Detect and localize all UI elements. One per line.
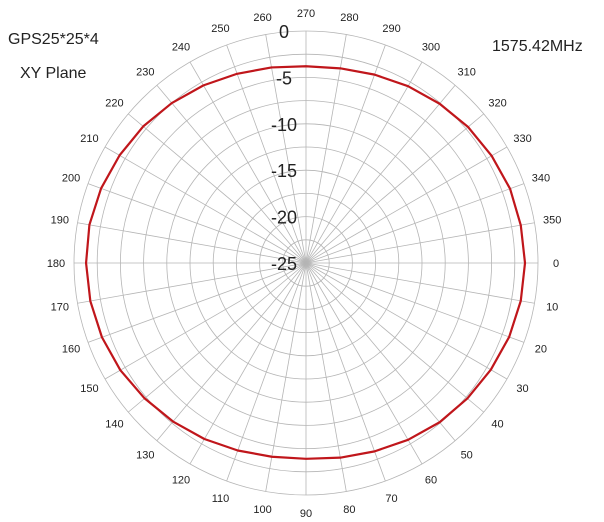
angle-tick-label: 240 xyxy=(172,41,190,53)
radial-tick-label: -25 xyxy=(271,254,297,274)
grid-spoke xyxy=(305,113,484,264)
angle-tick-label: 310 xyxy=(458,66,476,78)
radial-tick-label: -15 xyxy=(271,161,297,181)
grid-spoke xyxy=(305,262,386,482)
radial-tick-labels: 0 -5 -10 -15 -20 -25 xyxy=(271,22,297,274)
plane-label: XY Plane xyxy=(20,65,87,82)
grid-spoke xyxy=(104,262,307,380)
angle-tick-label: 200 xyxy=(62,172,80,184)
angle-tick-label: 260 xyxy=(253,12,271,24)
grid-spoke xyxy=(305,222,535,264)
angle-tick-label: 90 xyxy=(300,508,312,520)
grid-spoke xyxy=(77,222,307,264)
angle-tick-label: 100 xyxy=(253,504,271,516)
radial-tick-label: -10 xyxy=(271,115,297,135)
angle-tick-label: 350 xyxy=(543,215,561,227)
grid-spoke xyxy=(189,61,307,264)
grid-spoke xyxy=(305,262,525,343)
grid-spoke xyxy=(226,262,307,482)
angle-tick-label: 140 xyxy=(105,419,123,431)
angle-tick-label: 190 xyxy=(51,215,69,227)
grid-spoke xyxy=(87,262,307,343)
series-layer xyxy=(84,65,527,460)
angle-tick-label: 280 xyxy=(340,12,358,24)
angle-tick-label: 220 xyxy=(105,97,123,109)
grid-spoke xyxy=(265,262,307,492)
angle-tick-label: 110 xyxy=(212,493,230,505)
angle-tick-label: 160 xyxy=(62,344,80,356)
grid-spoke xyxy=(87,183,307,264)
grid-spoke xyxy=(305,146,508,264)
grid-spoke xyxy=(77,262,307,304)
angle-tick-label: 250 xyxy=(211,23,229,35)
polar-grid xyxy=(73,30,539,496)
grid-spoke xyxy=(305,262,508,380)
grid-spoke xyxy=(226,44,307,264)
angle-tick-label: 150 xyxy=(80,383,98,395)
grid-spoke xyxy=(305,44,386,264)
grid-spoke xyxy=(156,262,307,441)
series-line xyxy=(84,65,527,460)
angle-tick-label: 80 xyxy=(343,504,355,516)
angle-tick-label: 50 xyxy=(461,450,473,462)
angle-tick-label: 170 xyxy=(51,301,69,313)
grid-spoke xyxy=(305,85,456,264)
grid-spoke xyxy=(305,262,347,492)
grid-spoke xyxy=(265,34,307,264)
grid-spoke xyxy=(305,262,484,413)
angle-tick-label: 320 xyxy=(488,97,506,109)
angle-tick-label: 30 xyxy=(516,383,528,395)
grid-spoke xyxy=(305,262,535,304)
angle-tick-label: 130 xyxy=(136,450,154,462)
grid-spoke xyxy=(128,113,307,264)
angle-tick-label: 290 xyxy=(382,23,400,35)
angle-tick-label: 230 xyxy=(136,66,154,78)
angle-tick-label: 0 xyxy=(553,258,559,270)
frequency-label: 1575.42MHz xyxy=(492,38,583,55)
angle-tick-label: 120 xyxy=(172,475,190,487)
grid-spoke xyxy=(104,146,307,264)
angle-tick-label: 40 xyxy=(491,419,503,431)
grid-spoke xyxy=(128,262,307,413)
radial-tick-label: -20 xyxy=(271,208,297,228)
angle-tick-label: 300 xyxy=(422,41,440,53)
angle-tick-label: 10 xyxy=(546,301,558,313)
angle-tick-label: 330 xyxy=(513,133,531,145)
grid-spoke xyxy=(189,262,307,465)
angle-tick-label: 180 xyxy=(47,258,65,270)
angle-tick-label: 210 xyxy=(80,133,98,145)
grid-spoke xyxy=(305,61,423,264)
grid-spoke xyxy=(305,262,423,465)
grid-spoke xyxy=(305,34,347,264)
angle-tick-labels: 0 10 20 30 40 50 60 70 80 90 100 110 120 130 140 150 160… xyxy=(47,8,562,520)
angle-tick-label: 340 xyxy=(532,172,550,184)
radial-tick-label: 0 xyxy=(279,22,289,42)
grid-spoke xyxy=(305,262,456,441)
angle-tick-label: 270 xyxy=(297,8,315,20)
grid-spoke xyxy=(156,85,307,264)
angle-tick-label: 60 xyxy=(425,475,437,487)
angle-tick-label: 70 xyxy=(385,493,397,505)
angle-tick-label: 20 xyxy=(535,344,547,356)
radial-tick-label: -5 xyxy=(276,68,292,88)
antenna-model-label: GPS25*25*4 xyxy=(8,31,99,48)
grid-spoke xyxy=(305,183,525,264)
